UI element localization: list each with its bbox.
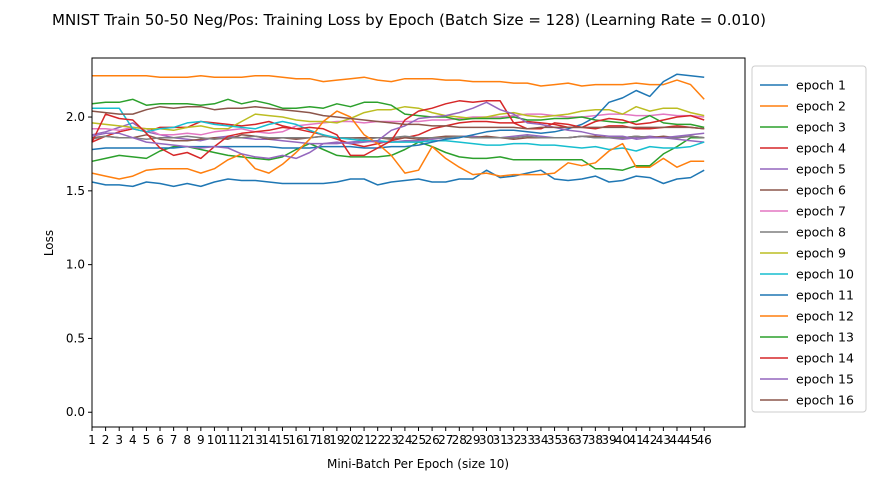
x-tick-label: 3 [115, 433, 123, 447]
legend-label-8: epoch 8 [796, 225, 846, 240]
x-tick-label: 19 [329, 433, 344, 447]
x-tick-label: 18 [316, 433, 331, 447]
x-tick-label: 45 [683, 433, 698, 447]
x-tick-label: 11 [220, 433, 235, 447]
x-tick-label: 38 [588, 433, 603, 447]
x-tick-label: 44 [669, 433, 684, 447]
y-tick-label: 1.5 [66, 184, 85, 198]
legend-label-15: epoch 15 [796, 372, 854, 387]
x-tick-label: 31 [492, 433, 507, 447]
legend: epoch 1 epoch 2 epoch 3 epoch 4 epoch 5 epoch… [751, 65, 867, 413]
series-line-1 [91, 169, 705, 188]
x-tick-label: 33 [520, 433, 535, 447]
x-tick-label: 27 [438, 433, 453, 447]
x-tick-label: 32 [506, 433, 521, 447]
series-line-2 [92, 74, 705, 100]
x-tick-label: 26 [424, 433, 439, 447]
legend-label-11: epoch 11 [796, 288, 854, 303]
legend-label-9: epoch 9 [796, 246, 846, 261]
legend-label-6: epoch 6 [796, 183, 846, 198]
x-tick-label: 29 [465, 433, 480, 447]
y-axis-label: Loss [42, 230, 56, 256]
legend-label-2: epoch 2 [796, 99, 846, 114]
x-tick-label: 25 [411, 433, 426, 447]
legend-label-7: epoch 7 [796, 204, 846, 219]
x-tick-label: 4 [129, 433, 137, 447]
x-tick-label: 35 [547, 433, 562, 447]
series-line-12 [91, 110, 705, 180]
series-line-10 [92, 107, 705, 152]
x-tick-label: 15 [275, 433, 290, 447]
legend-label-16: epoch 16 [796, 393, 854, 408]
x-tick-label: 42 [642, 433, 657, 447]
y-tick-label: 2.0 [66, 110, 85, 124]
legend-label-5: epoch 5 [796, 162, 846, 177]
y-axis-ticks: 0.0 0.5 1.0 1.5 2.0 [66, 110, 92, 419]
x-axis-ticks: 1 2 3 4 5 6 7 8 9 1011121314151617181920212223242… [88, 427, 712, 447]
x-tick-label: 16 [288, 433, 303, 447]
x-tick-label: 20 [343, 433, 358, 447]
x-tick-label: 6 [156, 433, 164, 447]
x-tick-label: 7 [170, 433, 178, 447]
x-tick-label: 39 [601, 433, 616, 447]
series-line-16 [91, 105, 705, 130]
x-tick-label: 10 [207, 433, 222, 447]
x-tick-label: 28 [452, 433, 467, 447]
x-tick-label: 36 [561, 433, 576, 447]
x-tick-label: 37 [574, 433, 589, 447]
series-line-14 [91, 100, 705, 160]
legend-label-1: epoch 1 [796, 78, 846, 93]
legend-label-12: epoch 12 [796, 309, 854, 324]
legend-items: epoch 1 epoch 2 epoch 3 epoch 4 epoch 5 epoch… [760, 78, 854, 408]
x-tick-label: 23 [384, 433, 399, 447]
y-tick-label: 0.0 [66, 405, 85, 419]
legend-box [751, 65, 867, 413]
plot-lines [91, 73, 705, 188]
legend-label-14: epoch 14 [796, 351, 854, 366]
series-line-8 [91, 135, 705, 140]
x-tick-label: 41 [629, 433, 644, 447]
x-tick-label: 13 [248, 433, 263, 447]
x-tick-label: 9 [197, 433, 205, 447]
x-tick-label: 34 [533, 433, 548, 447]
x-tick-label: 24 [397, 433, 412, 447]
x-tick-label: 14 [261, 433, 276, 447]
x-tick-label: 1 [88, 433, 96, 447]
x-tick-label: 17 [302, 433, 317, 447]
chart-title: MNIST Train 50-50 Neg/Pos: Training Loss… [52, 11, 766, 29]
y-tick-label: 1.0 [66, 258, 85, 272]
x-tick-label: 40 [615, 433, 630, 447]
x-tick-label: 2 [102, 433, 110, 447]
x-tick-label: 46 [697, 433, 712, 447]
legend-label-13: epoch 13 [796, 330, 854, 345]
x-axis-label: Mini-Batch Per Epoch (size 10) [327, 457, 509, 471]
series-line-7 [92, 113, 705, 136]
plot-frame [91, 57, 746, 428]
x-tick-label: 5 [143, 433, 151, 447]
legend-label-3: epoch 3 [796, 120, 846, 135]
x-tick-label: 8 [183, 433, 191, 447]
legend-label-10: epoch 10 [796, 267, 854, 282]
x-tick-label: 43 [656, 433, 671, 447]
x-tick-label: 21 [356, 433, 371, 447]
series-line-15 [91, 101, 705, 160]
legend-label-4: epoch 4 [796, 141, 846, 156]
x-tick-label: 30 [479, 433, 494, 447]
x-tick-label: 22 [370, 433, 385, 447]
y-tick-label: 0.5 [66, 331, 85, 345]
x-tick-label: 12 [234, 433, 249, 447]
